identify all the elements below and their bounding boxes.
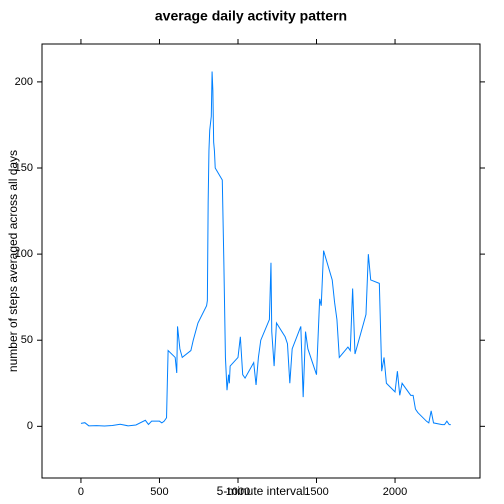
y-axis-label: number of steps averaged across all days xyxy=(6,150,20,372)
x-tick-label: 2000 xyxy=(383,486,407,498)
x-tick-label: 0 xyxy=(78,486,84,498)
data-line xyxy=(80,71,451,427)
y-tick-label: 150 xyxy=(15,162,33,174)
panel-frame xyxy=(41,43,481,479)
x-tick-label: 1000 xyxy=(226,486,250,498)
x-axis-label: 5-minute interval xyxy=(217,484,306,498)
y-tick-label: 200 xyxy=(15,76,33,88)
x-tick-label: 1500 xyxy=(304,486,328,498)
chart-title: average daily activity pattern xyxy=(155,8,347,24)
y-tick-label: 50 xyxy=(21,334,33,346)
x-tick-label: 500 xyxy=(150,486,168,498)
y-tick-label: 100 xyxy=(15,248,33,260)
y-tick-label: 0 xyxy=(27,420,33,432)
